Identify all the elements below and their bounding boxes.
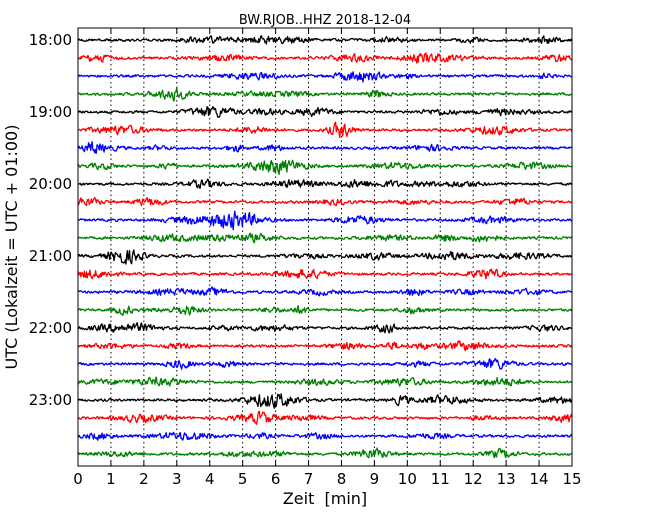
x-tick-label: 1 [106, 470, 116, 488]
plot-frame [77, 27, 573, 467]
seismic-trace [77, 35, 573, 45]
x-tick-label: 7 [304, 470, 314, 488]
seismic-trace [77, 376, 573, 387]
seismic-trace [77, 121, 573, 139]
seismic-trace [77, 196, 573, 207]
seismic-trace [77, 268, 573, 280]
seismic-trace [77, 249, 573, 265]
seismic-trace [77, 305, 573, 316]
x-tick-label: 5 [238, 470, 248, 488]
x-tick-label: 14 [530, 470, 549, 488]
x-tick-label: 0 [73, 470, 83, 488]
seismic-trace [77, 431, 573, 441]
seismic-trace [77, 141, 573, 154]
seismic-trace [77, 71, 573, 83]
y-tick-label: 22:00 [29, 319, 72, 337]
seismic-trace [77, 178, 573, 189]
y-axis-title: UTC (Lokalzeit = UTC + 01:00) [2, 125, 21, 370]
seismic-trace [77, 159, 573, 176]
x-axis-title: Zeit [min] [283, 489, 367, 508]
x-tick-label: 13 [497, 470, 516, 488]
seismic-trace [77, 340, 573, 352]
x-tick-label: 10 [398, 470, 417, 488]
y-axis: 18:00 19:00 20:00 21:00 22:00 23:00 [29, 31, 572, 409]
x-tick-label: 9 [370, 470, 380, 488]
seismic-trace [77, 410, 573, 425]
x-tick-label: 11 [431, 470, 450, 488]
seismic-trace [77, 393, 573, 409]
seismic-trace [77, 447, 573, 459]
seismic-trace [77, 86, 573, 102]
seismic-trace [77, 232, 573, 244]
seismic-trace [77, 52, 573, 64]
chart-title: BW.RJOB..HHZ 2018-12-04 [239, 13, 411, 28]
seismic-trace [77, 357, 573, 370]
x-tick-label: 15 [562, 470, 581, 488]
y-tick-label: 18:00 [29, 31, 72, 49]
traces [77, 35, 573, 459]
seismic-trace [77, 286, 573, 297]
x-tick-label: 4 [205, 470, 215, 488]
y-tick-label: 20:00 [29, 175, 72, 193]
x-tick-label: 3 [172, 470, 182, 488]
y-tick-label: 19:00 [29, 103, 72, 121]
x-axis: 0 1 2 3 4 5 6 7 8 9 10 11 12 13 14 15 [73, 28, 582, 488]
x-tick-label: 6 [271, 470, 281, 488]
y-tick-label: 21:00 [29, 247, 72, 265]
x-tick-label: 8 [337, 470, 347, 488]
seismic-trace [77, 322, 573, 334]
seismic-trace [77, 106, 573, 118]
seismic-trace [77, 210, 573, 231]
x-tick-label: 12 [464, 470, 483, 488]
x-tick-label: 2 [139, 470, 149, 488]
grid [110, 28, 540, 466]
y-tick-label: 23:00 [29, 391, 72, 409]
